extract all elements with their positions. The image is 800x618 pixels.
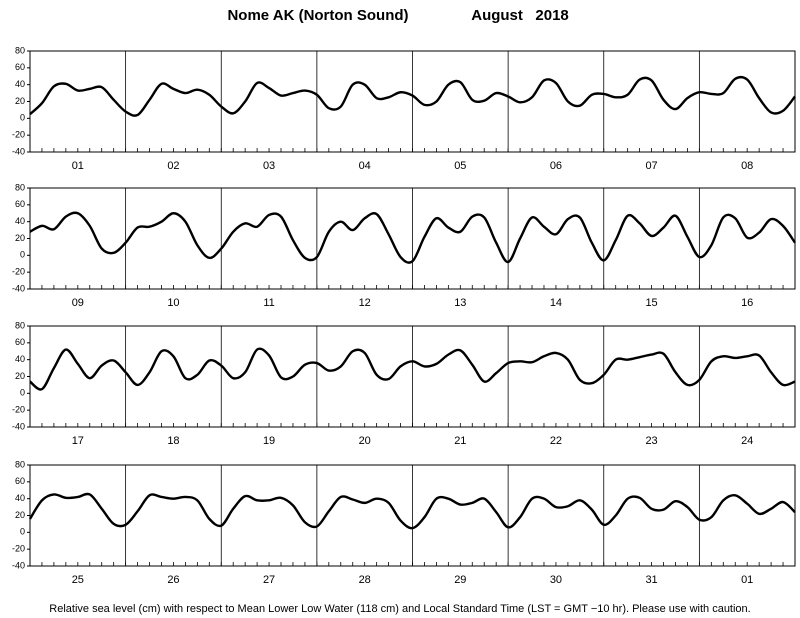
y-tick-label: -20 xyxy=(12,267,25,277)
y-tick-label: 40 xyxy=(15,216,25,226)
y-tick-label: 60 xyxy=(15,476,25,486)
day-label: 11 xyxy=(263,297,274,309)
day-label: 15 xyxy=(645,297,657,309)
y-tick-label: -40 xyxy=(12,560,25,570)
day-label: 02 xyxy=(167,160,179,172)
y-tick-label: 80 xyxy=(15,45,25,55)
y-tick-label: 20 xyxy=(15,510,25,520)
y-tick-label: -40 xyxy=(12,283,25,293)
chart-title: Nome AK (Norton Sound) xyxy=(227,7,408,24)
y-tick-label: 0 xyxy=(20,250,25,260)
tide-line xyxy=(29,75,796,117)
y-tick-label: 40 xyxy=(15,354,25,364)
y-tick-label: -20 xyxy=(12,544,25,554)
y-tick-label: -40 xyxy=(12,421,25,431)
day-label: 16 xyxy=(741,297,753,309)
chart-period: August 2018 xyxy=(471,7,569,24)
day-label: 13 xyxy=(454,297,466,309)
y-tick-label: -20 xyxy=(12,130,25,140)
day-label: 01 xyxy=(72,160,84,172)
day-label: 29 xyxy=(454,574,466,586)
y-tick-label: 80 xyxy=(15,320,25,330)
day-label: 25 xyxy=(72,574,84,586)
y-tick-label: -40 xyxy=(12,146,25,156)
y-tick-label: 20 xyxy=(15,96,25,106)
day-label: 23 xyxy=(645,435,657,447)
y-tick-label: 80 xyxy=(15,182,25,192)
day-label: 19 xyxy=(263,435,275,447)
day-label: 09 xyxy=(72,297,84,309)
tide-line xyxy=(29,211,796,264)
day-label: 12 xyxy=(359,297,371,309)
day-label: 31 xyxy=(645,574,657,586)
day-label: 03 xyxy=(263,160,275,172)
day-label: 07 xyxy=(645,160,657,172)
day-label: 30 xyxy=(550,574,562,586)
y-tick-label: -20 xyxy=(12,405,25,415)
day-label: 10 xyxy=(167,297,179,309)
day-label: 14 xyxy=(550,297,562,309)
day-label: 21 xyxy=(454,435,466,447)
y-tick-label: 40 xyxy=(15,493,25,503)
y-tick-label: 0 xyxy=(20,527,25,537)
day-label: 08 xyxy=(741,160,753,172)
day-label: 24 xyxy=(741,435,753,447)
day-label: 20 xyxy=(359,435,371,447)
day-label: 22 xyxy=(550,435,562,447)
y-tick-label: 20 xyxy=(15,371,25,381)
y-tick-label: 80 xyxy=(15,459,25,469)
tide-line xyxy=(29,347,796,391)
day-label: 01 xyxy=(741,574,753,586)
y-tick-label: 20 xyxy=(15,233,25,243)
day-label: 17 xyxy=(72,435,84,447)
y-tick-label: 40 xyxy=(15,79,25,89)
y-tick-label: 60 xyxy=(15,62,25,72)
y-tick-label: 60 xyxy=(15,199,25,209)
day-label: 26 xyxy=(167,574,179,586)
y-tick-label: 0 xyxy=(20,113,25,123)
y-tick-label: 60 xyxy=(15,337,25,347)
day-label: 06 xyxy=(550,160,562,172)
day-label: 18 xyxy=(167,435,179,447)
y-tick-label: 0 xyxy=(20,388,25,398)
day-label: 28 xyxy=(359,574,371,586)
day-label: 05 xyxy=(454,160,466,172)
day-label: 27 xyxy=(263,574,275,586)
day-label: 04 xyxy=(359,160,371,172)
footnote: Relative sea level (cm) with respect to … xyxy=(49,603,750,615)
tide-line xyxy=(28,492,796,530)
